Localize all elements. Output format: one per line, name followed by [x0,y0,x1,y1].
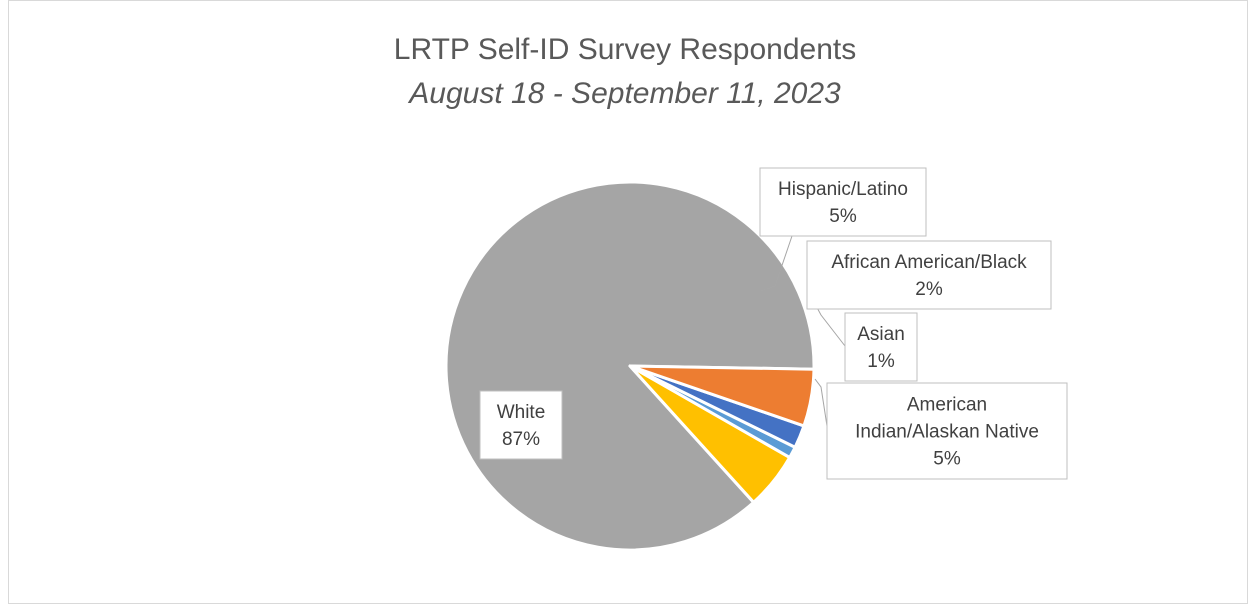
chart-subtitle: August 18 - September 11, 2023 [407,77,841,110]
data-label-box [844,312,918,382]
data-label-box [759,167,927,237]
data-labels: White 87% Hispanic/Latino 5% African America… [479,167,1068,480]
data-label-hispanic-latino: Hispanic/Latino 5% [759,167,927,237]
data-label-name: American [907,395,987,416]
chart-title: LRTP Self-ID Survey Respondents [394,33,856,66]
leader-line-hispanic-latino [760,235,793,292]
data-label-name: Indian/Alaskan Native [855,422,1039,443]
data-label-asian: Asian 1% [844,312,918,382]
data-label-value: 5% [829,206,857,227]
data-label-box [479,390,563,460]
pie-slices [444,180,816,552]
pie-chart: LRTP Self-ID Survey Respondents August 1… [394,33,1068,552]
data-label-box [826,382,1068,480]
data-label-white: White 87% [479,390,563,460]
data-label-name: Asian [857,324,905,345]
data-label-name: White [497,402,546,423]
data-label-african-american-black: African American/Black 2% [806,240,1052,310]
data-label-value: 5% [933,449,961,470]
data-label-value: 1% [867,351,895,372]
pie-slice-american-indian-alaskan-native [628,364,816,428]
data-label-name: Hispanic/Latino [778,179,908,200]
data-label-box [806,240,1052,310]
data-label-name: African American/Black [831,252,1027,273]
data-label-value: 87% [502,429,540,450]
chart-frame: LRTP Self-ID Survey Respondents August 1… [8,0,1248,604]
data-label-value: 2% [915,279,943,300]
leader-line-american-indian-alaskan-native [814,378,828,427]
data-label-american-indian-alaskan-native: American Indian/Alaskan Native 5% [826,382,1068,480]
